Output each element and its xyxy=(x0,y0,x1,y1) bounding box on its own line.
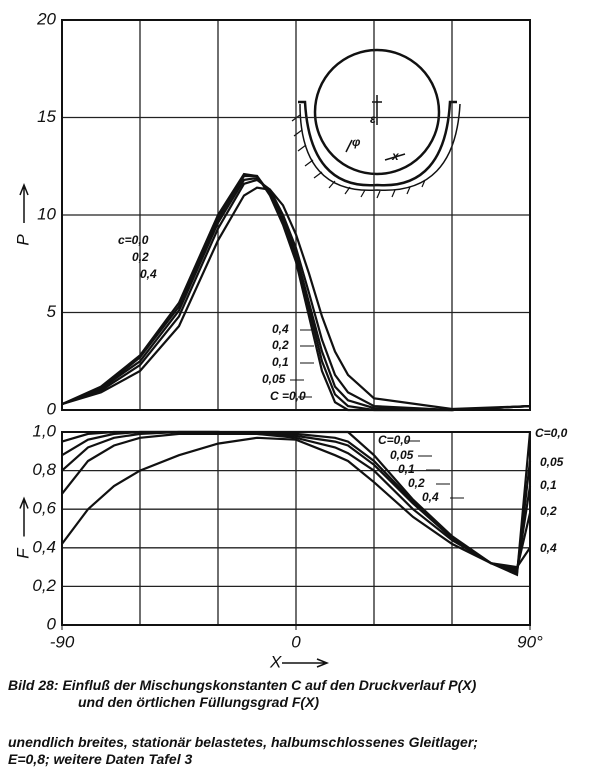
y-tick-label: 0,2 xyxy=(32,576,56,595)
y-tick-label: 10 xyxy=(37,204,56,223)
series-label: 0,05 xyxy=(390,448,414,462)
y-axis-label: P xyxy=(13,234,32,246)
y-tick-label: 0,6 xyxy=(32,499,56,518)
caption: Bild 28: Einfluß der Mischungskonstanten… xyxy=(8,677,478,767)
y-axis-label: F xyxy=(13,547,32,559)
series-label: 0,2 xyxy=(272,338,289,352)
series-label: 0,4 xyxy=(422,490,439,504)
caption-line: und den örtlichen Füllungsgrad F(X) xyxy=(78,694,319,710)
line xyxy=(61,178,531,412)
y-tick-label: 15 xyxy=(37,107,56,126)
axis-arrow xyxy=(19,182,29,223)
annotation: 0,4 xyxy=(140,267,157,281)
plot-frame xyxy=(61,19,531,411)
annotation: 0,05 xyxy=(540,455,564,469)
y-tick-label: 0,4 xyxy=(32,537,56,556)
caption-line: E=0,8; weitere Daten Tafel 3 xyxy=(8,751,192,767)
inset-label: ε xyxy=(370,112,376,126)
y-tick-label: 5 xyxy=(47,302,57,321)
annotation: C=0,0 xyxy=(535,426,568,440)
line xyxy=(61,432,532,571)
y-tick-label: 1,0 xyxy=(32,421,56,440)
series-label: C =0,0 xyxy=(270,389,306,403)
x-tick-label: -90 xyxy=(50,632,75,651)
series-label: 0,2 xyxy=(408,476,425,490)
bearing-inset xyxy=(291,48,461,199)
annotation: c=0,0 xyxy=(118,233,149,247)
caption-line: Bild 28: Einfluß der Mischungskonstanten… xyxy=(8,677,477,693)
y-tick-label: 0 xyxy=(47,399,57,418)
annotation: 0,2 xyxy=(132,250,149,264)
annotation: 0,4 xyxy=(540,541,557,555)
inset-label: φ xyxy=(352,135,361,149)
annotation: 0,2 xyxy=(540,504,557,518)
y-tick-label: 0 xyxy=(47,614,57,633)
y-tick-label: 0,8 xyxy=(32,460,56,479)
line xyxy=(61,174,531,412)
caption-line: unendlich breites, stationär belastetes,… xyxy=(8,734,478,750)
x-tick-label: 90° xyxy=(517,632,543,651)
annotation: 0,1 xyxy=(540,478,557,492)
x-axis-label: X xyxy=(269,652,282,671)
axis-arrow xyxy=(282,658,330,668)
line xyxy=(61,176,531,412)
y-tick-label: 20 xyxy=(36,9,56,28)
line xyxy=(61,186,531,411)
series-label: 0,4 xyxy=(272,322,289,336)
x-tick-label: 0 xyxy=(291,632,301,651)
series-label: 0,05 xyxy=(262,372,286,386)
inset-label: x xyxy=(391,149,400,163)
series-label: 0,1 xyxy=(398,462,415,476)
series-label: C=0,0 xyxy=(378,433,411,447)
axis-arrow xyxy=(19,496,29,537)
line xyxy=(61,436,531,569)
series-label: 0,1 xyxy=(272,355,289,369)
